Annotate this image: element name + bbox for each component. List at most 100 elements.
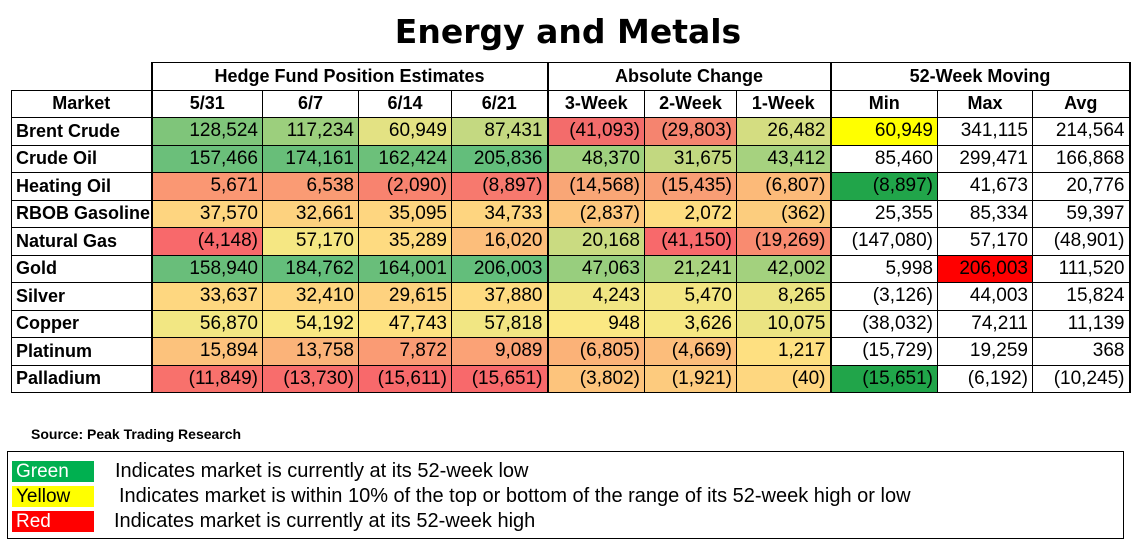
market-name: Copper bbox=[11, 309, 152, 338]
column-header-2-week: 2-Week bbox=[644, 89, 737, 118]
column-header-row: Market 5/31 6/7 6/14 6/21 3-Week 2-Week 1-Week M… bbox=[11, 89, 1131, 118]
cell-6-7: (13,730) bbox=[262, 364, 359, 393]
cell-max: 19,259 bbox=[937, 337, 1033, 366]
table-row: Silver 33,637 32,410 29,615 37,880 4,243 5,470… bbox=[11, 282, 1131, 311]
cell-min: 60,949 bbox=[829, 117, 938, 146]
column-header-avg: Avg bbox=[1032, 89, 1131, 118]
positions-table: Hedge Fund Position Estimates Absolute C… bbox=[11, 62, 1131, 393]
cell-avg: 20,776 bbox=[1032, 172, 1131, 201]
cell-1-week: 43,412 bbox=[736, 144, 831, 173]
column-header-min: Min bbox=[829, 89, 938, 118]
cell-min: 85,460 bbox=[829, 144, 938, 173]
cell-6-14: 47,743 bbox=[358, 309, 452, 338]
cell-min: (147,080) bbox=[829, 227, 938, 256]
cell-6-21: 16,020 bbox=[451, 227, 548, 256]
cell-2-week: 5,470 bbox=[644, 282, 737, 311]
cell-1-week: 42,002 bbox=[736, 254, 831, 283]
column-header-6-21: 6/21 bbox=[451, 89, 548, 118]
cell-6-14: 7,872 bbox=[358, 337, 452, 366]
cell-avg: 166,868 bbox=[1032, 144, 1131, 173]
cell-2-week: (15,435) bbox=[644, 172, 737, 201]
market-name: Heating Oil bbox=[11, 172, 152, 201]
cell-min: (15,651) bbox=[829, 364, 938, 393]
cell-6-21: 87,431 bbox=[451, 117, 548, 146]
cell-5-31: 128,524 bbox=[150, 117, 263, 146]
page-title: Energy and Metals bbox=[394, 12, 742, 51]
cell-6-21: 205,836 bbox=[451, 144, 548, 173]
group-header-row: Hedge Fund Position Estimates Absolute C… bbox=[11, 62, 1131, 91]
cell-1-week: (40) bbox=[736, 364, 831, 393]
cell-2-week: (4,669) bbox=[644, 337, 737, 366]
cell-6-21: 206,003 bbox=[451, 254, 548, 283]
column-header-6-7: 6/7 bbox=[262, 89, 359, 118]
table-row: Heating Oil 5,671 6,538 (2,090) (8,897) (14,5… bbox=[11, 172, 1131, 201]
cell-3-week: (6,805) bbox=[546, 337, 645, 366]
market-name: Brent Crude bbox=[11, 117, 152, 146]
table-row: Natural Gas (4,148) 57,170 35,289 16,020 20,1… bbox=[11, 227, 1131, 256]
market-name: Crude Oil bbox=[11, 144, 152, 173]
cell-1-week: 10,075 bbox=[736, 309, 831, 338]
group-header-blank bbox=[11, 62, 152, 91]
cell-5-31: 157,466 bbox=[150, 144, 263, 173]
market-name: Silver bbox=[11, 282, 152, 311]
cell-6-14: 29,615 bbox=[358, 282, 452, 311]
cell-6-7: 184,762 bbox=[262, 254, 359, 283]
market-name: Platinum bbox=[11, 337, 152, 366]
market-name: RBOB Gasoline bbox=[11, 199, 152, 228]
cell-max: 85,334 bbox=[937, 199, 1033, 228]
cell-6-14: 164,001 bbox=[358, 254, 452, 283]
table-row: Crude Oil 157,466 174,161 162,424 205,836 48,… bbox=[11, 144, 1131, 173]
cell-2-week: (41,150) bbox=[644, 227, 737, 256]
cell-5-31: 33,637 bbox=[150, 282, 263, 311]
cell-6-7: 117,234 bbox=[262, 117, 359, 146]
cell-3-week: 20,168 bbox=[546, 227, 645, 256]
table-row: RBOB Gasoline 37,570 32,661 35,095 34,733 (2,… bbox=[11, 199, 1131, 228]
cell-max: 341,115 bbox=[937, 117, 1033, 146]
cell-1-week: (362) bbox=[736, 199, 831, 228]
cell-5-31: 15,894 bbox=[150, 337, 263, 366]
legend-swatch-red: Red bbox=[12, 511, 94, 532]
cell-1-week: (19,269) bbox=[736, 227, 831, 256]
cell-6-21: (8,897) bbox=[451, 172, 548, 201]
cell-min: (38,032) bbox=[829, 309, 938, 338]
cell-6-14: 35,095 bbox=[358, 199, 452, 228]
legend-swatch-green: Green bbox=[12, 461, 94, 482]
source-note: Source: Peak Trading Research bbox=[31, 426, 242, 442]
cell-3-week: (14,568) bbox=[546, 172, 645, 201]
cell-1-week: 1,217 bbox=[736, 337, 831, 366]
cell-avg: 59,397 bbox=[1032, 199, 1131, 228]
legend-text-red: Indicates market is currently at its 52-… bbox=[114, 510, 536, 532]
cell-3-week: 48,370 bbox=[546, 144, 645, 173]
group-52-week: 52-Week Moving bbox=[829, 62, 1131, 91]
cell-6-21: 57,818 bbox=[451, 309, 548, 338]
cell-1-week: 26,482 bbox=[736, 117, 831, 146]
cell-5-31: (11,849) bbox=[150, 364, 263, 393]
legend-swatch-yellow: Yellow bbox=[12, 486, 94, 507]
cell-6-7: 32,410 bbox=[262, 282, 359, 311]
cell-5-31: 5,671 bbox=[150, 172, 263, 201]
cell-3-week: 47,063 bbox=[546, 254, 645, 283]
cell-3-week: (3,802) bbox=[546, 364, 645, 393]
cell-2-week: 2,072 bbox=[644, 199, 737, 228]
table-row: Palladium (11,849) (13,730) (15,611) (15,651… bbox=[11, 364, 1131, 393]
cell-6-21: 34,733 bbox=[451, 199, 548, 228]
market-name: Palladium bbox=[11, 364, 152, 393]
cell-3-week: (2,837) bbox=[546, 199, 645, 228]
table-row: Copper 56,870 54,192 47,743 57,818 948 3,626 10… bbox=[11, 309, 1131, 338]
cell-2-week: (29,803) bbox=[644, 117, 737, 146]
cell-6-21: 9,089 bbox=[451, 337, 548, 366]
market-name: Gold bbox=[11, 254, 152, 283]
cell-min: 25,355 bbox=[829, 199, 938, 228]
cell-avg: (10,245) bbox=[1032, 364, 1131, 393]
cell-5-31: (4,148) bbox=[150, 227, 263, 256]
cell-6-14: 60,949 bbox=[358, 117, 452, 146]
cell-6-21: 37,880 bbox=[451, 282, 548, 311]
column-header-market: Market bbox=[11, 89, 152, 118]
cell-6-14: (15,611) bbox=[358, 364, 452, 393]
cell-6-14: (2,090) bbox=[358, 172, 452, 201]
cell-6-7: 174,161 bbox=[262, 144, 359, 173]
cell-5-31: 158,940 bbox=[150, 254, 263, 283]
cell-6-7: 6,538 bbox=[262, 172, 359, 201]
cell-6-7: 57,170 bbox=[262, 227, 359, 256]
column-header-5-31: 5/31 bbox=[150, 89, 263, 118]
